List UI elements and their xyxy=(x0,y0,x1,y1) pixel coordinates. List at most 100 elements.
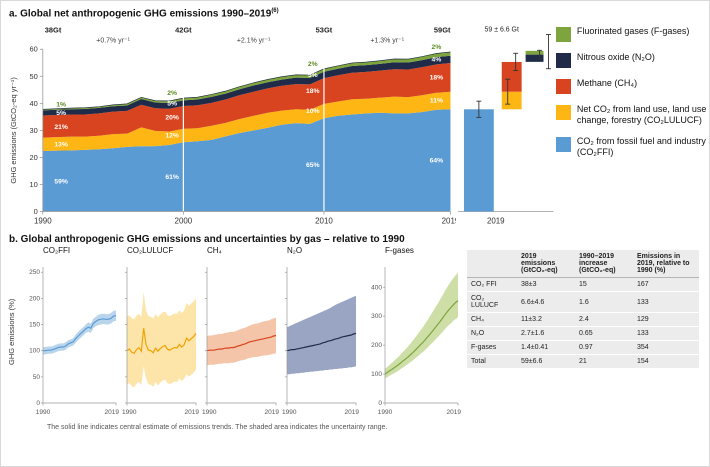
ffi-swatch-icon xyxy=(555,136,571,152)
uncertainty-band xyxy=(385,273,458,379)
y-tick-label: 200 xyxy=(29,296,40,303)
table-header-row: 2019 emissions (GtCO₂-eq) 1990–2019 incre… xyxy=(467,250,699,279)
central-estimate-line xyxy=(286,333,357,352)
central-estimate-line xyxy=(126,328,197,355)
row-label: F-gases xyxy=(467,340,517,356)
area-ffi xyxy=(42,109,451,212)
growth-annotation: +0.7% yr⁻¹ xyxy=(96,38,130,45)
total-annotation: 53Gt xyxy=(316,26,333,35)
share-label: 2% xyxy=(308,61,318,68)
y-tick-label: 30 xyxy=(30,126,38,135)
panel-a-footnote-ref: (6) xyxy=(271,8,279,14)
table-header-cell: 1990–2019 increase (GtCO₂-eq) xyxy=(575,250,633,279)
table-cell: 167 xyxy=(633,277,699,293)
table-cell: 354 xyxy=(633,340,699,356)
y-tick-label: 20 xyxy=(30,153,38,162)
bar-lulucf xyxy=(502,92,523,110)
x-tick-label: 1990 xyxy=(282,409,297,416)
legend-item-n2o: Nitrous oxide (N₂O) xyxy=(555,52,707,69)
legend-label: Nitrous oxide (N₂O) xyxy=(576,52,655,63)
table-cell: 11±3.2 xyxy=(517,312,575,328)
total-annotation: 38Gt xyxy=(45,26,62,35)
table-cell: 154 xyxy=(633,354,699,370)
y-tick-label: 10 xyxy=(30,180,38,189)
table-cell: 133 xyxy=(633,326,699,342)
uncertainty-band xyxy=(43,310,116,355)
table-cell: 2.4 xyxy=(575,312,633,328)
table-cell: 129 xyxy=(633,312,699,328)
share-label: 5% xyxy=(56,110,66,117)
uncertainty-band xyxy=(207,318,276,366)
area-lulucf xyxy=(42,92,451,152)
share-label: 11% xyxy=(430,98,443,105)
x-tick-label: 1990 xyxy=(202,409,217,416)
table-header-cell: Emissions in 2019, relative to 1990 (%) xyxy=(633,250,699,279)
share-label: 1% xyxy=(56,102,66,109)
mini-chart-title: CO₂LULUCF xyxy=(127,246,174,256)
x-tick-label: 2010 xyxy=(315,217,333,226)
row-label: N₂O xyxy=(467,326,517,342)
lulucf-swatch-icon xyxy=(555,105,571,121)
row-label: Total xyxy=(467,354,517,370)
table-row: Total 59±6.6 21 154 xyxy=(467,354,699,370)
y-tick-label: 300 xyxy=(371,314,382,321)
x-tick-label: 2019 xyxy=(105,409,120,416)
fgas-swatch-icon xyxy=(555,27,571,43)
area-n2o xyxy=(42,56,451,116)
panel-a-title-text: a. Global net anthropogenic GHG emission… xyxy=(9,8,272,20)
y-tick-label: 50 xyxy=(33,374,41,381)
legend-label: Methane (CH₄) xyxy=(576,78,638,89)
x-tick-label: 2019 xyxy=(447,409,462,416)
bar-total-label: 59 ± 6.6 Gt xyxy=(485,27,519,34)
x-tick-label: 1990 xyxy=(34,217,52,226)
total-outline xyxy=(42,51,451,110)
emissions-table: 2019 emissions (GtCO₂-eq) 1990–2019 incre… xyxy=(467,250,699,370)
share-label: 4% xyxy=(432,57,442,64)
panel-a-title: a. Global net anthropogenic GHG emission… xyxy=(9,8,707,19)
table-row: CH₄ 11±3.2 2.4 129 xyxy=(467,312,699,328)
stacked-area-chart: GHG emissions (GtCO₂-eq yr⁻¹) 0 10 20 30 40 50… xyxy=(9,26,456,226)
panel-a-charts-row: GHG emissions (GtCO₂-eq yr⁻¹) 0 10 20 30 40 50… xyxy=(7,20,707,232)
share-label: 5% xyxy=(167,101,177,108)
share-label: 12% xyxy=(165,133,179,140)
central-estimate-line xyxy=(206,335,277,352)
n2o-swatch-icon xyxy=(555,53,571,69)
x-tick-label: 2019 xyxy=(185,409,200,416)
mini-chart-title: CH₄ xyxy=(207,246,222,256)
table-cell: 15 xyxy=(575,277,633,293)
row-label: CH₄ xyxy=(467,312,517,328)
bar-2019-chart: 59 ± 6.6 Gt 2019 xyxy=(458,27,554,226)
mini-chart-svg-fgas: 0 100 200 300 400 1990 2019 xyxy=(371,267,462,416)
table-cell: 2.7±1.6 xyxy=(517,326,575,342)
panel-b-title: b. Global anthropogenic GHG emissions an… xyxy=(9,234,405,246)
panel-b: b. Global anthropogenic GHG emissions an… xyxy=(7,234,707,431)
mini-charts: CO₂FFI 0 50 100 150 200 250 1990 2019 CO₂LULUCF 19… xyxy=(19,246,463,419)
panel-a: a. Global net anthropogenic GHG emission… xyxy=(7,8,707,232)
table-row: CO₂ FFI 38±3 15 167 xyxy=(467,277,699,293)
mini-chart-title: CO₂FFI xyxy=(43,246,71,256)
share-label: 65% xyxy=(306,162,320,169)
x-tick-label: 2019 xyxy=(487,217,505,226)
x-tick-label: 2019 xyxy=(265,409,280,416)
mini-chart-svg-n2o: 1990 2019 xyxy=(282,267,359,416)
legend-item-fgas: Fluorinated gases (F-gases) xyxy=(555,26,707,43)
panel-b-charts-row: GHG emissions (%) CO₂FFI 0 50 100 150 200 250 1… xyxy=(7,246,707,419)
share-label: 2% xyxy=(432,44,442,51)
y-tick-label: 250 xyxy=(29,270,40,277)
table-cell: 0.97 xyxy=(575,340,633,356)
mini-chart-ffi: CO₂FFI 0 50 100 150 200 250 1990 2019 xyxy=(19,246,121,419)
share-label: 5% xyxy=(308,72,318,79)
share-label: 20% xyxy=(165,115,179,122)
ch4-swatch-icon xyxy=(555,79,571,95)
table-cell: 1.6 xyxy=(575,291,633,314)
bar-fgas xyxy=(526,51,544,55)
table-cell: 0.65 xyxy=(575,326,633,342)
mini-chart-title: N₂O xyxy=(287,246,303,256)
table-cell: 21 xyxy=(575,354,633,370)
growth-annotation: +1.3% yr⁻¹ xyxy=(370,38,404,45)
share-label: 59% xyxy=(54,179,68,186)
total-annotation: 42Gt xyxy=(175,26,192,35)
y-tick-label: 50 xyxy=(30,72,38,81)
mini-chart-lulucf: CO₂LULUCF 1990 2019 xyxy=(121,246,201,419)
y-tick-label: 0 xyxy=(378,400,382,407)
